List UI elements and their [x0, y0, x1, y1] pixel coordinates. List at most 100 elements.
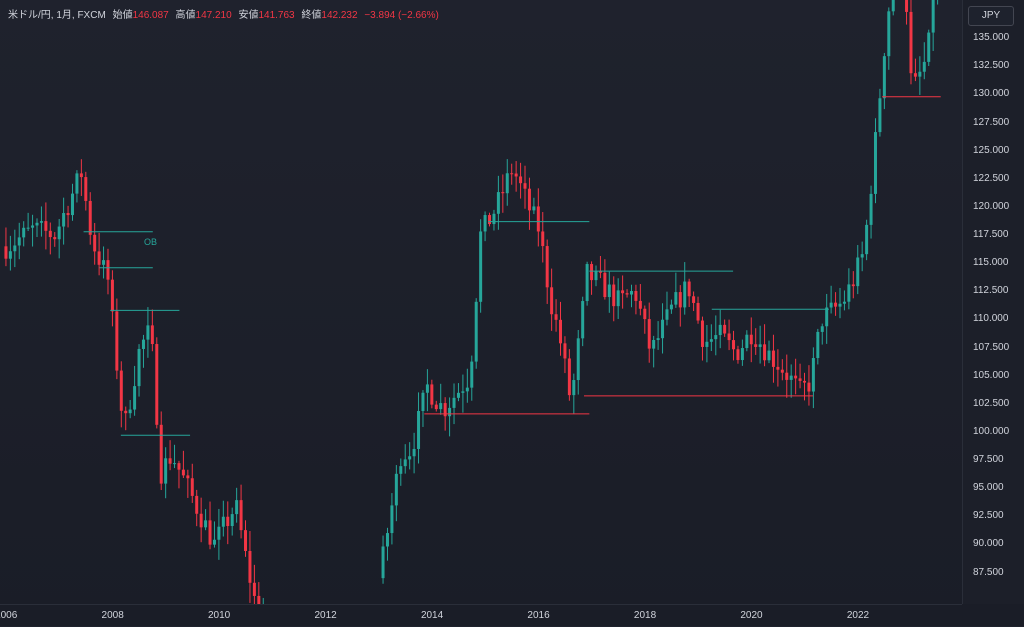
- high-label: 高値: [175, 10, 196, 21]
- candle-body: [603, 272, 607, 298]
- price-tick-label: 127.500: [973, 116, 1010, 128]
- candle-body: [714, 335, 718, 340]
- candle-body: [767, 350, 771, 361]
- candle-body: [559, 319, 563, 344]
- candle-body: [452, 397, 456, 408]
- candle-body: [150, 325, 154, 345]
- candle-body: [834, 302, 838, 307]
- candle-body: [13, 245, 17, 252]
- candle-body: [57, 226, 61, 240]
- candle-body: [177, 463, 181, 470]
- chart-area[interactable]: OB: [0, 0, 962, 604]
- time-axis[interactable]: 2006 2008 2010 2012 2014 2016 2018 2020 2022: [0, 604, 962, 627]
- candle-body: [629, 291, 633, 295]
- price-tick-label: 87.500: [973, 566, 1004, 578]
- candle-body: [204, 520, 208, 528]
- candle-body: [798, 378, 802, 381]
- price-tick-label: 95.000: [973, 482, 1004, 494]
- price-tick-label: 125.000: [973, 144, 1010, 156]
- candle-body: [110, 279, 114, 312]
- candle-body: [678, 292, 682, 308]
- candle-body: [590, 264, 594, 281]
- low-value: 141.763: [258, 10, 295, 21]
- candle-body: [168, 458, 172, 464]
- candle-body: [106, 260, 110, 280]
- candle-body: [412, 448, 416, 457]
- symbol-label[interactable]: 米ドル/円, 1月, FXCM: [8, 10, 106, 21]
- candle-body: [483, 215, 487, 232]
- candle-body: [842, 301, 846, 304]
- candle-body: [421, 392, 425, 412]
- ob-annotation[interactable]: OB: [144, 237, 158, 247]
- candle-body: [448, 407, 452, 417]
- candle-body: [541, 231, 545, 247]
- candle-body: [212, 539, 216, 545]
- price-axis[interactable]: 135.000 132.500 130.000 127.500 125.000 122.5…: [962, 0, 1024, 604]
- price-tick-label: 110.000: [973, 313, 1009, 325]
- candle-body: [674, 292, 678, 305]
- candle-body: [847, 284, 851, 302]
- candle-body: [829, 302, 833, 308]
- candle-body: [727, 333, 731, 341]
- candle-body: [8, 251, 12, 259]
- time-tick-label: 2014: [420, 610, 444, 621]
- candle-body: [732, 340, 736, 350]
- high-value: 147.210: [195, 10, 232, 21]
- candle-body: [403, 459, 407, 467]
- candle-body: [248, 550, 252, 583]
- candle-body: [31, 225, 35, 228]
- candle-body: [26, 227, 30, 229]
- candle-body: [807, 382, 811, 392]
- candle-body: [905, 0, 909, 12]
- candle-body: [501, 192, 505, 194]
- candle-body: [856, 257, 860, 287]
- candle-body: [927, 32, 931, 62]
- candle-body: [918, 71, 922, 77]
- candlestick-chart[interactable]: [0, 0, 962, 604]
- candle-body: [133, 386, 137, 410]
- candle-body: [39, 221, 43, 223]
- candle-body: [439, 403, 443, 410]
- candle-body: [598, 270, 602, 273]
- candle-body: [718, 324, 722, 336]
- price-tick-label: 122.500: [973, 172, 1010, 184]
- candle-body: [634, 291, 638, 301]
- candle-body: [803, 380, 807, 383]
- candle-body: [62, 213, 66, 227]
- candle-body: [669, 304, 673, 310]
- candle-body: [665, 309, 669, 320]
- price-tick-label: 100.000: [973, 425, 1010, 437]
- candle-body: [909, 11, 913, 74]
- candle-body: [173, 463, 177, 465]
- price-tick-label: 97.500: [973, 454, 1004, 466]
- candle-body: [563, 343, 567, 359]
- candle-body: [461, 391, 465, 393]
- candle-body: [554, 314, 558, 320]
- candle-body: [159, 424, 163, 484]
- candle-body: [124, 410, 128, 414]
- candle-body: [456, 392, 460, 398]
- candle-body: [567, 358, 571, 396]
- candle-body: [4, 246, 8, 259]
- candle-body: [838, 303, 842, 307]
- candle-body: [585, 264, 589, 302]
- candle-body: [692, 296, 696, 303]
- candle-body: [84, 177, 88, 201]
- candle-body: [155, 344, 159, 425]
- candle-body: [887, 11, 891, 57]
- candle-body: [763, 344, 767, 361]
- price-tick-label: 102.500: [973, 397, 1010, 409]
- candle-body: [860, 254, 864, 258]
- candle-body: [652, 340, 656, 349]
- candle-body: [465, 387, 469, 392]
- candle-body: [488, 215, 492, 225]
- candle-body: [873, 132, 877, 194]
- open-label: 始値: [112, 10, 133, 21]
- candle-body: [434, 404, 438, 410]
- candle-body: [865, 224, 869, 255]
- time-tick-label: 2016: [527, 610, 550, 621]
- currency-badge[interactable]: JPY: [968, 6, 1014, 26]
- candle-body: [390, 505, 394, 534]
- candle-body: [102, 260, 106, 265]
- candle-body: [536, 206, 540, 232]
